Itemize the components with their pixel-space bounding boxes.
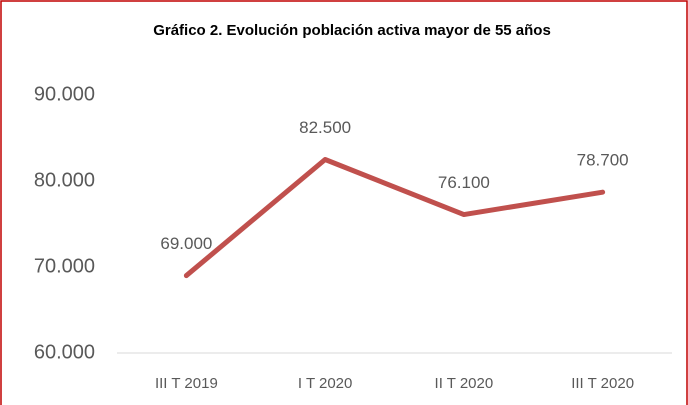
series-line [183,157,606,279]
data-label: 78.700 [577,151,629,170]
x-tick-label: II T 2020 [435,375,494,392]
chart-title: Gráfico 2. Evolución población activa ma… [153,22,551,39]
data-label: 82.500 [299,118,351,137]
y-tick-label: 80.000 [34,169,95,191]
y-tick-label: 70.000 [34,255,95,277]
x-tick-label: III T 2019 [155,375,218,392]
data-label: 76.100 [438,173,490,192]
y-tick-label: 90.000 [34,83,95,105]
y-tick-label: 60.000 [34,341,95,363]
data-label: 69.000 [160,234,212,253]
x-tick-label: III T 2020 [571,375,634,392]
x-tick-label: I T 2020 [298,375,353,392]
